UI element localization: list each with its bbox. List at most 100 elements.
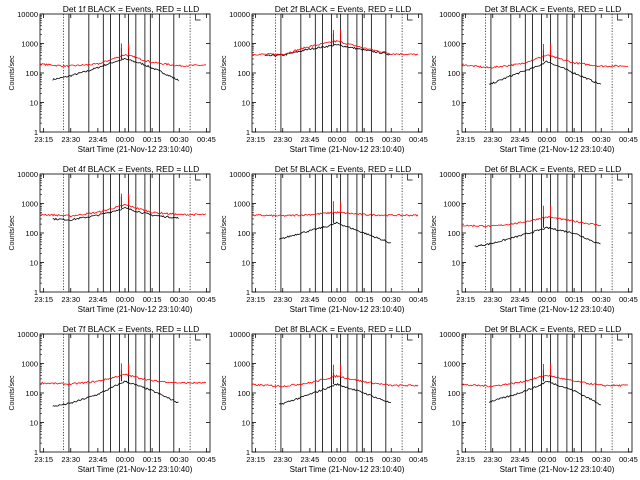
x-tick-label: 00:00 — [538, 455, 557, 464]
x-tick-label: 00:45 — [409, 135, 428, 144]
x-tick-label: 00:45 — [197, 135, 216, 144]
chart-panel-6: Det 6f BLACK = Events, RED = LLD 1 10 100 10… — [431, 164, 638, 314]
y-tick-label: 10 — [452, 419, 460, 428]
series-lld-line — [251, 40, 419, 56]
x-axis-label: Start Time (21-Nov-12 23:10:40) — [500, 465, 615, 474]
bracket-mark — [617, 14, 623, 21]
x-axis-label: Start Time (21-Nov-12 23:10:40) — [500, 305, 615, 314]
plot-frame — [39, 13, 211, 133]
y-tick-label: 10000 — [439, 330, 460, 339]
y-tick-label: 10000 — [229, 330, 250, 339]
y-tick-label: 10000 — [439, 170, 460, 179]
chart-panel-3: Det 3f BLACK = Events, RED = LLD 1 10 100 10… — [431, 4, 638, 154]
y-axis-label: Counts/sec — [9, 215, 16, 251]
chart-title: Det 7f BLACK = Events, RED = LLD — [63, 324, 200, 334]
plot-frame — [39, 333, 211, 453]
bracket-mark — [407, 174, 413, 181]
y-axis-label: Counts/sec — [431, 215, 438, 251]
y-tick-label: 100 — [447, 389, 460, 398]
x-tick-label: 00:45 — [619, 295, 638, 304]
x-tick-label: 23:45 — [510, 295, 529, 304]
y-tick-label: 1000 — [233, 40, 250, 49]
x-tick-label: 00:45 — [619, 455, 638, 464]
series-events-line — [52, 207, 179, 222]
y-tick-label: 100 — [237, 229, 250, 238]
x-tick-label: 00:00 — [116, 455, 135, 464]
chart-panel-9: Det 9f BLACK = Events, RED = LLD 1 10 100 10… — [431, 324, 638, 474]
x-tick-label: 00:30 — [382, 295, 401, 304]
chart-panel-5: Det 5f BLACK = Events, RED = LLD 1 10 100 10… — [221, 164, 428, 314]
bracket-mark — [617, 174, 623, 181]
y-tick-label: 1000 — [233, 200, 250, 209]
bracket-mark — [195, 14, 201, 21]
x-tick-label: 23:30 — [273, 295, 292, 304]
chart-title: Det 1f BLACK = Events, RED = LLD — [63, 4, 200, 14]
series-lld-line — [461, 216, 602, 228]
x-tick-label: 00:15 — [143, 295, 162, 304]
y-tick-label: 10 — [242, 259, 250, 268]
y-tick-label: 10000 — [439, 10, 460, 19]
x-axis-label: Start Time (21-Nov-12 23:10:40) — [290, 145, 405, 154]
plot-frame — [461, 333, 633, 453]
bracket-mark — [407, 14, 413, 21]
chart-title: Det 2f BLACK = Events, RED = LLD — [275, 4, 412, 14]
x-tick-label: 00:15 — [355, 295, 374, 304]
x-tick-label: 00:15 — [565, 135, 584, 144]
y-tick-label: 10000 — [229, 170, 250, 179]
x-tick-label: 00:30 — [382, 455, 401, 464]
x-tick-label: 00:15 — [565, 455, 584, 464]
y-axis-label: Counts/sec — [221, 215, 228, 251]
x-tick-label: 23:45 — [510, 455, 529, 464]
plot-frame — [251, 333, 423, 453]
y-axis-label: Counts/sec — [221, 375, 228, 411]
x-tick-label: 23:45 — [510, 135, 529, 144]
y-tick-label: 100 — [25, 229, 38, 238]
x-tick-label: 23:15 — [34, 295, 53, 304]
chart-panel-4: Det 4f BLACK = Events, RED = LLD 1 10 100 10… — [9, 164, 216, 314]
bracket-mark — [195, 334, 201, 341]
y-tick-label: 100 — [237, 69, 250, 78]
series-events-line — [488, 381, 601, 406]
y-tick-label: 10 — [452, 99, 460, 108]
series-events-line — [489, 60, 602, 85]
series-lld-line — [251, 374, 419, 388]
y-tick-label: 10000 — [17, 330, 38, 339]
series-lld-line — [461, 54, 629, 69]
y-tick-label: 10 — [242, 99, 250, 108]
x-tick-label: 00:30 — [592, 135, 611, 144]
x-tick-label: 00:00 — [328, 455, 347, 464]
x-tick-label: 23:15 — [34, 135, 53, 144]
x-tick-label: 00:45 — [409, 295, 428, 304]
series-events-line — [474, 226, 601, 248]
y-tick-label: 10 — [30, 99, 38, 108]
chart-panel-2: Det 2f BLACK = Events, RED = LLD 1 10 100 10… — [221, 4, 428, 154]
x-tick-label: 00:00 — [328, 295, 347, 304]
x-tick-label: 00:00 — [328, 135, 347, 144]
series-events-line — [278, 221, 391, 244]
x-tick-label: 23:30 — [483, 135, 502, 144]
y-tick-label: 100 — [237, 389, 250, 398]
y-tick-label: 1000 — [21, 200, 38, 209]
y-tick-label: 10000 — [229, 10, 250, 19]
x-tick-label: 00:45 — [197, 455, 216, 464]
x-tick-label: 00:45 — [197, 295, 216, 304]
y-tick-label: 1000 — [233, 360, 250, 369]
y-tick-label: 1000 — [21, 40, 38, 49]
plot-frame — [39, 173, 211, 293]
x-tick-label: 23:15 — [246, 135, 265, 144]
y-tick-label: 1000 — [443, 360, 460, 369]
x-tick-label: 00:30 — [170, 135, 189, 144]
y-tick-label: 1 — [246, 128, 250, 137]
y-tick-label: 10 — [242, 419, 250, 428]
y-tick-label: 10 — [30, 259, 38, 268]
bracket-mark — [195, 174, 201, 181]
x-tick-label: 23:15 — [456, 135, 475, 144]
x-axis-label: Start Time (21-Nov-12 23:10:40) — [78, 305, 193, 314]
y-tick-label: 1000 — [443, 40, 460, 49]
x-tick-label: 00:00 — [538, 135, 557, 144]
bracket-mark — [617, 334, 623, 341]
series-lld-line — [40, 204, 207, 218]
plot-frame — [251, 13, 423, 133]
y-tick-label: 10000 — [17, 170, 38, 179]
y-tick-label: 100 — [25, 389, 38, 398]
